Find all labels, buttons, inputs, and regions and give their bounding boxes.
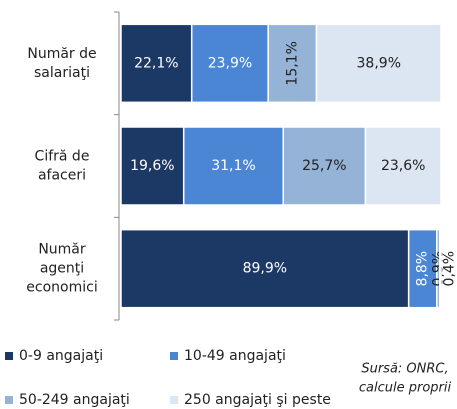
value-label: 15,1% <box>284 41 300 85</box>
category-label: Număr agenţi economici <box>26 242 97 296</box>
value-label: 38,9% <box>357 55 401 71</box>
value-label: 23,9% <box>208 55 252 71</box>
legend-swatch <box>5 352 13 360</box>
bar-segment <box>120 228 410 309</box>
bar-segment <box>190 23 269 104</box>
legend-swatch <box>170 352 178 360</box>
value-label: 0,4% <box>441 251 457 287</box>
legend-label: 50-249 angajaţi <box>19 392 130 408</box>
bar-segment <box>267 23 318 104</box>
value-label: 22,1% <box>134 55 178 71</box>
legend-swatch <box>170 396 178 404</box>
value-label: 8,8% <box>415 251 431 287</box>
legend-label: 250 angajaţi şi peste <box>184 392 331 408</box>
bar-segment <box>282 126 367 206</box>
category-label: Număr de salariaţi <box>27 46 96 81</box>
legend-label: 0-9 angajaţi <box>19 348 103 364</box>
value-label: 23,6% <box>381 158 425 174</box>
value-label: 19,6% <box>130 158 174 174</box>
bar-segment <box>315 23 442 104</box>
bar-segment <box>120 126 185 206</box>
category-label: Cifră de afaceri <box>35 149 90 184</box>
bar-segment <box>182 126 284 206</box>
legend-label: 10-49 angajaţi <box>184 348 286 364</box>
value-label: 25,7% <box>302 158 346 174</box>
bar-segment <box>364 126 442 206</box>
bar-segment <box>120 23 193 104</box>
value-label: 31,1% <box>211 158 255 174</box>
bar-segment <box>438 228 442 309</box>
source-note: Sursă: ONRC, calcule proprii <box>359 361 452 395</box>
legend-swatch <box>5 396 13 404</box>
value-label: 0,9% <box>430 251 446 287</box>
value-label: 89,9% <box>243 261 287 277</box>
